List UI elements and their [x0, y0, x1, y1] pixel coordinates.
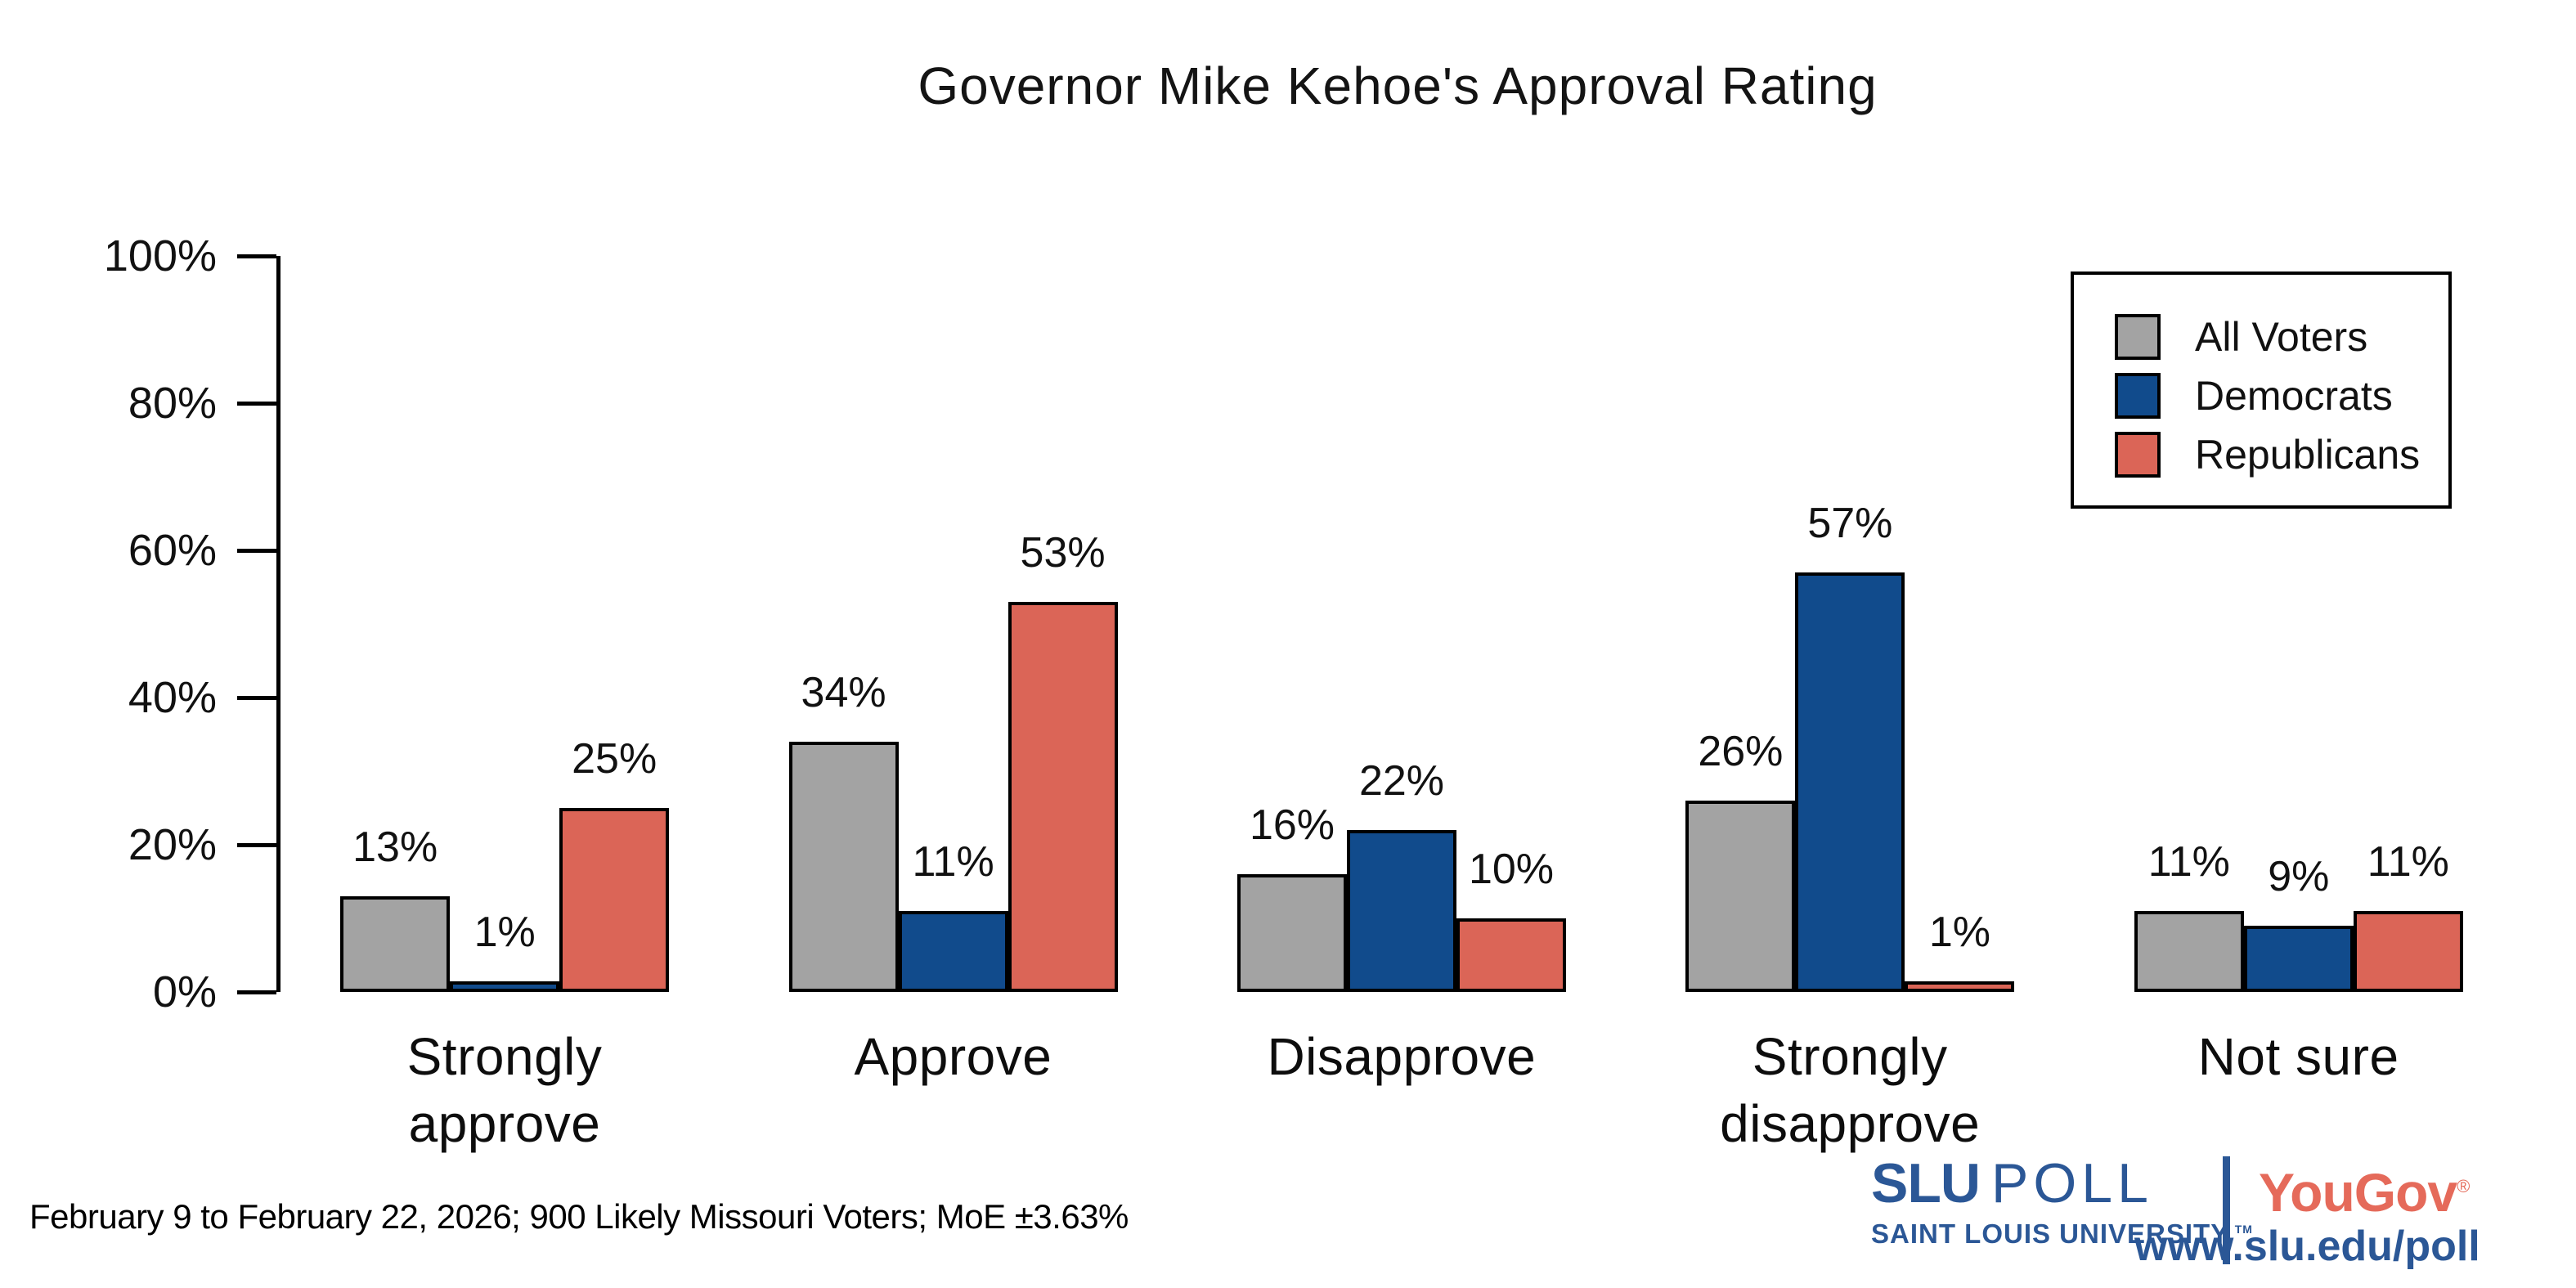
bar-republicans-disapprove — [1456, 918, 1566, 992]
bar-republicans-not-sure — [2353, 911, 2463, 992]
y-tick-100 — [237, 254, 276, 258]
value-label-republicans-not-sure: 11% — [2367, 838, 2449, 886]
y-tick-label-0: 0% — [152, 967, 217, 1016]
bar-republicans-strongly-disapprove — [1905, 981, 2015, 992]
legend: All Voters Democrats Republicans — [2071, 272, 2452, 509]
value-label-all-voters-disapprove: 16% — [1249, 801, 1335, 849]
legend-swatch-all-voters — [2115, 314, 2161, 360]
bar-democrats-strongly-approve — [450, 981, 560, 992]
bar-all-voters-strongly-approve — [340, 896, 451, 992]
value-label-all-voters-strongly-disapprove: 26% — [1698, 728, 1784, 775]
legend-item-democrats: Democrats — [2115, 366, 2448, 425]
value-label-all-voters-not-sure: 11% — [2147, 838, 2230, 886]
poll-url: www.slu.edu/poll — [2134, 1223, 2480, 1270]
legend-label-all-voters: All Voters — [2195, 314, 2368, 360]
legend-label-democrats: Democrats — [2195, 373, 2393, 419]
plot-area: 0% 20% 40% 60% 80% 100% 13% 1% 25% Strongly appro… — [104, 233, 2519, 1153]
legend-label-republicans: Republicans — [2195, 432, 2421, 478]
bar-democrats-approve — [898, 911, 1008, 992]
slu-poll-logo: SLU POLL SAINT LOUIS UNIVERSITY.TM — [1871, 1155, 2253, 1250]
value-label-all-voters-strongly-approve: 13% — [352, 824, 438, 871]
x-category-label-disapprove: Disapprove — [1267, 1027, 1537, 1086]
value-label-democrats-strongly-approve: 1% — [473, 909, 536, 956]
legend-item-republicans: Republicans — [2115, 425, 2448, 484]
y-tick-60 — [237, 548, 276, 553]
bar-all-voters-not-sure — [2134, 911, 2244, 992]
bar-democrats-not-sure — [2243, 926, 2354, 992]
legend-swatch-democrats — [2115, 373, 2161, 419]
x-category-label-approve: Approve — [854, 1027, 1052, 1086]
x-category-label-strongly-disapprove: Strongly disapprove — [1720, 1027, 1981, 1153]
trademark-symbol: TM — [2234, 1223, 2253, 1236]
bar-all-voters-strongly-disapprove — [1685, 801, 1796, 992]
yougov-logo: YouGov® — [2259, 1162, 2470, 1223]
value-label-republicans-approve: 53% — [1020, 529, 1106, 577]
bar-republicans-approve — [1008, 602, 1118, 992]
value-label-democrats-approve: 11% — [912, 838, 994, 886]
y-tick-0 — [237, 990, 276, 994]
chart-title: Governor Mike Kehoe's Approval Rating — [918, 56, 1878, 115]
y-tick-label-20: 20% — [128, 820, 217, 869]
y-tick-label-100: 100% — [103, 231, 217, 280]
slu-logo-word: SLU — [1871, 1152, 1981, 1214]
y-tick-40 — [237, 695, 276, 700]
x-category-label-not-sure: Not sure — [2197, 1027, 2399, 1086]
slu-university-subtitle: SAINT LOUIS UNIVERSITY.TM — [1871, 1218, 2253, 1249]
value-label-republicans-strongly-approve: 25% — [572, 735, 657, 783]
bar-all-voters-disapprove — [1237, 874, 1347, 992]
bar-democrats-disapprove — [1347, 830, 1456, 992]
value-label-democrats-strongly-disapprove: 57% — [1807, 500, 1893, 547]
y-tick-label-60: 60% — [128, 526, 217, 575]
value-label-republicans-strongly-disapprove: 1% — [1928, 909, 1990, 956]
slu-poll-logo-text: SLU POLL — [1871, 1155, 2253, 1212]
value-label-all-voters-approve: 34% — [801, 669, 886, 716]
legend-swatch-republicans — [2115, 432, 2161, 478]
y-tick-label-40: 40% — [128, 673, 217, 722]
registered-symbol: ® — [2457, 1176, 2470, 1196]
bar-republicans-strongly-approve — [559, 808, 670, 992]
value-label-democrats-disapprove: 22% — [1358, 757, 1445, 805]
poll-logo-word: POLL — [1991, 1152, 2153, 1214]
value-label-republicans-disapprove: 10% — [1468, 846, 1555, 893]
y-tick-80 — [237, 401, 276, 406]
value-label-democrats-not-sure: 9% — [2268, 853, 2330, 900]
y-tick-label-80: 80% — [128, 379, 217, 428]
bar-all-voters-approve — [788, 742, 899, 992]
x-category-label-strongly-approve: Strongly approve — [406, 1027, 603, 1153]
y-tick-20 — [237, 842, 276, 847]
bar-democrats-strongly-disapprove — [1795, 572, 1905, 992]
legend-item-all-voters: All Voters — [2115, 307, 2448, 366]
logo-divider — [2223, 1156, 2230, 1264]
footer-note: February 9 to February 22, 2026; 900 Lik… — [29, 1197, 1129, 1236]
